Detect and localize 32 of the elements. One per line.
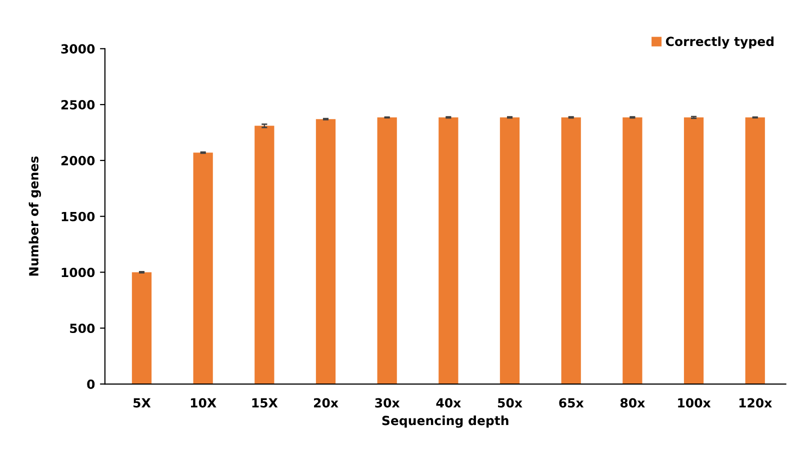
x-tick-label: 10X bbox=[190, 398, 216, 408]
y-axis-title: Number of genes bbox=[28, 156, 41, 276]
bar bbox=[500, 117, 520, 384]
x-tick-label: 15X bbox=[252, 398, 278, 408]
x-tick-label: 80x bbox=[620, 398, 645, 408]
y-tick-label: 1000 bbox=[62, 268, 95, 278]
bar bbox=[254, 126, 274, 384]
bar bbox=[438, 117, 458, 384]
y-tick-label: 1500 bbox=[62, 212, 95, 222]
x-tick-label: 120x bbox=[739, 398, 772, 408]
legend-label: Correctly typed bbox=[666, 36, 774, 49]
bar bbox=[684, 117, 704, 384]
x-tick-label: 65x bbox=[559, 398, 584, 408]
x-tick-label: 30x bbox=[375, 398, 400, 408]
bar bbox=[193, 152, 213, 384]
bar bbox=[561, 117, 581, 384]
x-tick-label: 5X bbox=[134, 398, 151, 408]
y-tick-label: 0 bbox=[87, 379, 95, 389]
bar bbox=[377, 117, 397, 384]
y-tick-label: 500 bbox=[70, 324, 95, 334]
bar bbox=[132, 272, 152, 384]
bar bbox=[745, 117, 765, 384]
x-tick-label: 20x bbox=[314, 398, 338, 408]
x-axis-title: Sequencing depth bbox=[382, 416, 508, 428]
x-tick-label: 100x bbox=[678, 398, 711, 408]
bar bbox=[622, 117, 642, 384]
x-tick-label: 40x bbox=[436, 398, 461, 408]
y-tick-label: 3000 bbox=[61, 44, 95, 54]
y-tick-label: 2000 bbox=[61, 156, 95, 166]
y-tick-label: 2500 bbox=[61, 100, 95, 110]
x-tick-label: 50x bbox=[498, 398, 522, 408]
bar bbox=[316, 119, 336, 384]
